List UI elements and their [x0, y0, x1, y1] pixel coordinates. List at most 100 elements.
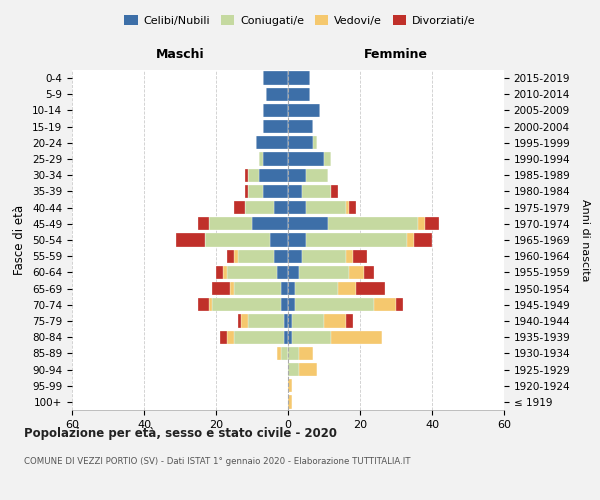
Bar [288, 250, 302, 263]
Bar [349, 201, 356, 214]
Text: COMUNE DI VEZZI PORTIO (SV) - Dati ISTAT 1° gennaio 2020 - Elaborazione TUTTITAL: COMUNE DI VEZZI PORTIO (SV) - Dati ISTAT… [24, 458, 410, 466]
Bar [364, 266, 374, 279]
Bar [212, 282, 230, 295]
Bar [234, 201, 245, 214]
Bar [245, 168, 248, 182]
Bar [263, 152, 288, 166]
Bar [346, 201, 349, 214]
Bar [284, 314, 288, 328]
Bar [216, 266, 223, 279]
Bar [306, 234, 407, 246]
Bar [288, 152, 324, 166]
Bar [288, 185, 302, 198]
Bar [270, 234, 288, 246]
Bar [205, 234, 270, 246]
Bar [227, 266, 277, 279]
Y-axis label: Anni di nascita: Anni di nascita [580, 198, 590, 281]
Bar [418, 217, 425, 230]
Bar [227, 250, 234, 263]
Bar [277, 346, 281, 360]
Bar [212, 298, 281, 312]
Bar [252, 217, 288, 230]
Bar [288, 330, 292, 344]
Bar [284, 330, 288, 344]
Bar [331, 330, 382, 344]
Bar [346, 250, 353, 263]
Bar [302, 185, 331, 198]
Bar [248, 314, 284, 328]
Bar [281, 298, 288, 312]
Bar [299, 346, 313, 360]
Bar [295, 282, 338, 295]
Bar [248, 168, 259, 182]
Bar [288, 363, 299, 376]
Bar [274, 201, 288, 214]
Bar [299, 363, 317, 376]
Bar [245, 185, 248, 198]
Bar [259, 168, 288, 182]
Bar [288, 346, 299, 360]
Bar [288, 266, 299, 279]
Bar [230, 282, 234, 295]
Bar [209, 217, 252, 230]
Bar [277, 266, 288, 279]
Bar [324, 152, 331, 166]
Bar [263, 120, 288, 134]
Bar [396, 298, 403, 312]
Bar [425, 217, 439, 230]
Text: Popolazione per età, sesso e stato civile - 2020: Popolazione per età, sesso e stato civil… [24, 428, 337, 440]
Bar [238, 250, 274, 263]
Bar [292, 330, 331, 344]
Bar [266, 88, 288, 101]
Bar [234, 330, 284, 344]
Bar [238, 314, 241, 328]
Bar [288, 120, 313, 134]
Legend: Celibi/Nubili, Coniugati/e, Vedovi/e, Divorziati/e: Celibi/Nubili, Coniugati/e, Vedovi/e, Di… [120, 10, 480, 30]
Bar [313, 136, 317, 149]
Bar [288, 168, 306, 182]
Bar [288, 88, 310, 101]
Bar [407, 234, 414, 246]
Bar [288, 234, 306, 246]
Bar [288, 298, 295, 312]
Bar [227, 330, 234, 344]
Bar [234, 250, 238, 263]
Bar [328, 217, 418, 230]
Bar [234, 282, 281, 295]
Bar [209, 298, 212, 312]
Bar [306, 168, 328, 182]
Bar [324, 314, 346, 328]
Bar [281, 282, 288, 295]
Bar [302, 250, 346, 263]
Text: Femmine: Femmine [364, 48, 428, 62]
Bar [288, 282, 295, 295]
Bar [176, 234, 205, 246]
Bar [338, 282, 356, 295]
Bar [349, 266, 364, 279]
Bar [295, 298, 374, 312]
Bar [288, 314, 292, 328]
Bar [299, 266, 349, 279]
Bar [198, 298, 209, 312]
Bar [274, 250, 288, 263]
Bar [263, 104, 288, 117]
Bar [306, 201, 346, 214]
Bar [281, 346, 288, 360]
Bar [288, 136, 313, 149]
Bar [256, 136, 288, 149]
Bar [245, 201, 274, 214]
Bar [292, 314, 324, 328]
Bar [331, 185, 338, 198]
Bar [353, 250, 367, 263]
Y-axis label: Fasce di età: Fasce di età [13, 205, 26, 275]
Bar [223, 266, 227, 279]
Bar [259, 152, 263, 166]
Bar [288, 72, 310, 85]
Bar [288, 379, 292, 392]
Bar [356, 282, 385, 295]
Bar [220, 330, 227, 344]
Bar [346, 314, 353, 328]
Bar [288, 201, 306, 214]
Bar [263, 185, 288, 198]
Bar [248, 185, 263, 198]
